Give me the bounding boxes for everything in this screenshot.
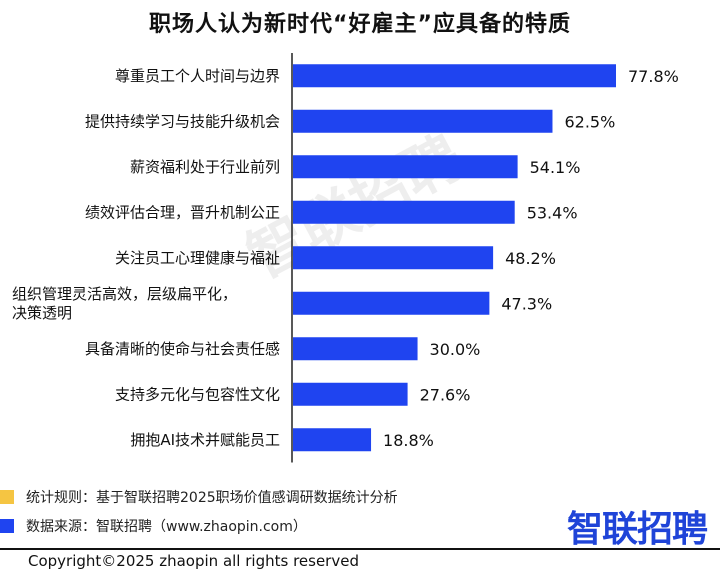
category-label-5-line-1: 决策透明 [12, 304, 72, 322]
source-legend-swatch [0, 519, 14, 533]
bar-0 [293, 64, 616, 88]
footer-divider [0, 548, 720, 550]
footer-source-row: 数据来源：智联招聘（www.zhaopin.com） [0, 516, 307, 536]
bar-value-label-5: 47.3% [501, 294, 552, 313]
category-label-2: 薪资福利处于行业前列 [130, 158, 280, 176]
source-text: 数据来源：智联招聘（www.zhaopin.com） [26, 519, 307, 535]
footer-rule-row: 统计规则：基于智联招聘2025职场价值感调研数据统计分析 [0, 487, 398, 507]
bar-chart: 77.8% 尊重员工个人时间与边界 62.5% 提供持续学习与技能升级机会 54.1% 薪… [12, 53, 679, 463]
category-label-4: 关注员工心理健康与福祉 [115, 249, 280, 267]
category-label-8: 拥抱AI技术并赋能员工 [130, 431, 280, 449]
bar-7 [293, 382, 408, 406]
copyright-text: Copyright©2025 zhaopin all rights reserv… [28, 552, 359, 570]
category-label-7: 支持多元化与包容性文化 [115, 385, 280, 403]
zhaopin-logo: 智联招聘 [567, 509, 708, 550]
bar-value-label-0: 77.8% [628, 67, 679, 86]
category-label-3: 绩效评估合理，晋升机制公正 [85, 203, 280, 221]
chart-title: 职场人认为新时代“好雇主”应具备的特质 [149, 12, 571, 37]
category-label-6: 具备清晰的使命与社会责任感 [85, 340, 280, 358]
bar-5 [293, 291, 490, 315]
bar-3 [293, 200, 515, 224]
category-label-5-line-0: 组织管理灵活高效，层级扁平化， [12, 285, 237, 303]
bar-4 [293, 246, 494, 270]
rule-legend-swatch [0, 490, 14, 504]
bar-value-label-3: 53.4% [527, 203, 578, 222]
bar-value-label-2: 54.1% [530, 158, 581, 177]
bar-6 [293, 337, 418, 361]
bar-value-label-8: 18.8% [383, 431, 434, 450]
bar-2 [293, 155, 518, 179]
category-label-1: 提供持续学习与技能升级机会 [85, 112, 280, 130]
bar-1 [293, 109, 553, 133]
bar-value-label-1: 62.5% [564, 112, 615, 131]
category-label-0: 尊重员工个人时间与边界 [115, 67, 280, 85]
bar-value-label-6: 30.0% [430, 340, 481, 359]
bar-value-label-7: 27.6% [420, 385, 471, 404]
bar-8 [293, 428, 372, 452]
bar-value-label-4: 48.2% [505, 249, 556, 268]
rule-text: 统计规则：基于智联招聘2025职场价值感调研数据统计分析 [26, 490, 398, 506]
